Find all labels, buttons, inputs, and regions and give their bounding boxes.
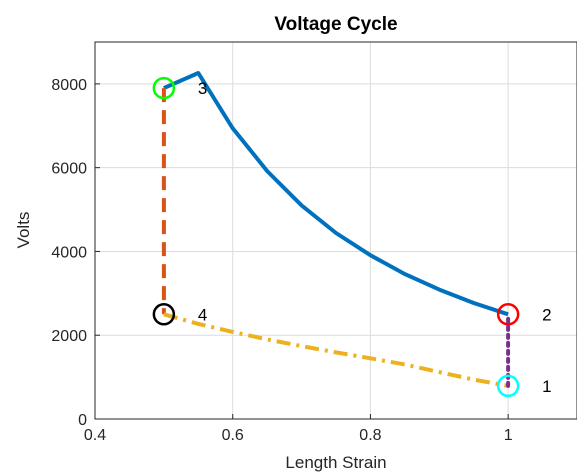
point-label-1: 1 [542,377,551,396]
x-tick-label: 0.4 [84,427,106,444]
y-tick-label: 0 [78,412,87,429]
point-marker-1 [496,374,520,398]
point-label-4: 4 [198,305,207,324]
y-tick-label: 4000 [51,244,87,261]
point-labels: 1 2 3 4 [198,79,552,396]
y-tick-label: 8000 [51,77,87,94]
point-marker-2 [496,303,520,326]
series-layer [161,71,511,388]
x-axis-label: Length Strain [285,453,386,472]
chart-title: Voltage Cycle [274,14,397,35]
series-line-1 [163,71,509,317]
x-tick-label: 1 [504,427,513,444]
point-marker-4 [152,303,176,326]
point-label-3: 3 [198,79,207,98]
y-tick-label: 2000 [51,328,87,345]
cycle-points [152,76,520,398]
y-tick-label: 6000 [51,161,87,178]
x-tick-label: 0.8 [359,427,381,444]
point-marker-3 [152,76,176,100]
plot-area-frame [94,41,577,420]
point-label-2: 2 [542,305,551,324]
series-line-3 [163,312,509,388]
axis-ticks: 0.4 0.6 0.8 1 0 2000 4000 6000 8000 [51,77,512,444]
x-tick-label: 0.6 [222,427,244,444]
y-axis-label: Volts [14,212,33,249]
